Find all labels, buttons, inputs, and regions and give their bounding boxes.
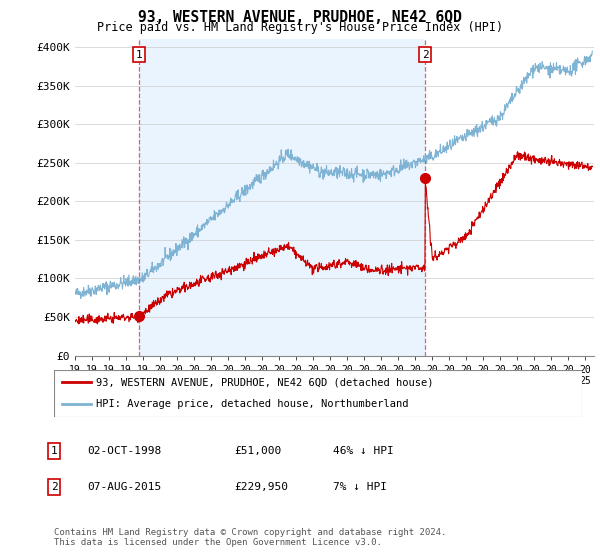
Text: HPI: Average price, detached house, Northumberland: HPI: Average price, detached house, Nort…	[96, 399, 409, 409]
Text: 02-OCT-1998: 02-OCT-1998	[87, 446, 161, 456]
Bar	[139, 39, 425, 356]
Text: 46% ↓ HPI: 46% ↓ HPI	[333, 446, 394, 456]
Text: 7% ↓ HPI: 7% ↓ HPI	[333, 482, 387, 492]
Text: 1: 1	[50, 446, 58, 456]
Text: £51,000: £51,000	[234, 446, 281, 456]
Text: 93, WESTERN AVENUE, PRUDHOE, NE42 6QD (detached house): 93, WESTERN AVENUE, PRUDHOE, NE42 6QD (d…	[96, 377, 434, 388]
Text: £229,950: £229,950	[234, 482, 288, 492]
Text: 2: 2	[50, 482, 58, 492]
Text: 07-AUG-2015: 07-AUG-2015	[87, 482, 161, 492]
FancyBboxPatch shape	[54, 370, 582, 417]
Text: Contains HM Land Registry data © Crown copyright and database right 2024.
This d: Contains HM Land Registry data © Crown c…	[54, 528, 446, 547]
Text: 2: 2	[422, 50, 428, 59]
Text: 1: 1	[136, 50, 142, 59]
Text: Price paid vs. HM Land Registry's House Price Index (HPI): Price paid vs. HM Land Registry's House …	[97, 21, 503, 34]
Text: 93, WESTERN AVENUE, PRUDHOE, NE42 6QD: 93, WESTERN AVENUE, PRUDHOE, NE42 6QD	[138, 10, 462, 25]
